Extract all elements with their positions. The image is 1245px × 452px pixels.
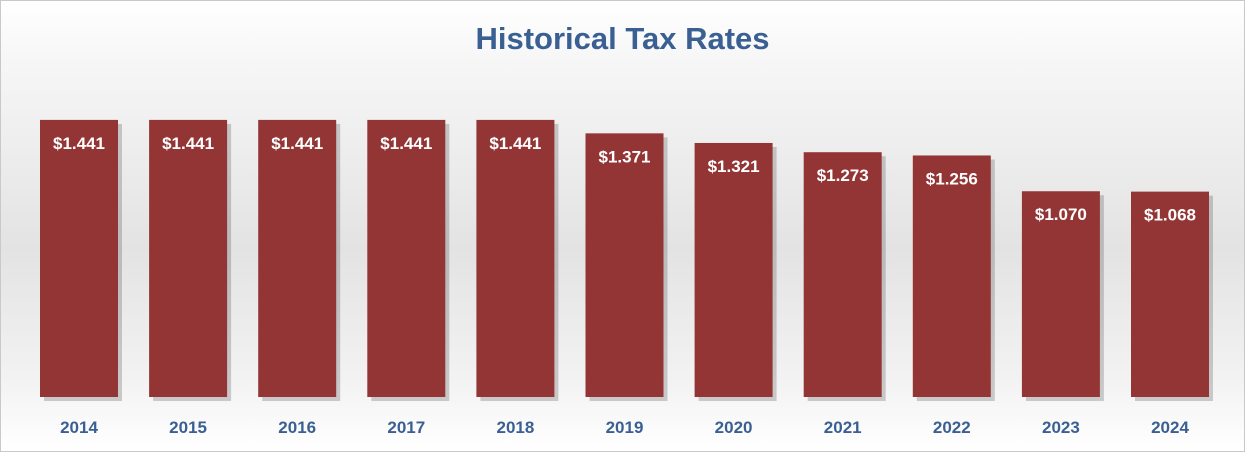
value-label-2023: $1.070 (1035, 205, 1087, 224)
x-tick-label-2021: 2021 (824, 418, 862, 437)
value-label-2014: $1.441 (53, 134, 105, 153)
x-tick-label-2020: 2020 (715, 418, 753, 437)
x-tick-label-2019: 2019 (606, 418, 644, 437)
value-label-2015: $1.441 (162, 134, 214, 153)
bar-2014 (40, 119, 118, 398)
value-label-2022: $1.256 (926, 169, 978, 188)
bar-2018 (476, 119, 555, 398)
value-label-2017: $1.441 (380, 134, 432, 153)
x-tick-label-2024: 2024 (1151, 418, 1189, 437)
x-tick-label-2016: 2016 (278, 418, 316, 437)
bars-layer (40, 119, 1213, 402)
bar-2017 (367, 119, 446, 398)
value-label-2018: $1.441 (489, 134, 541, 153)
value-label-2021: $1.273 (817, 166, 869, 185)
bar-2022 (912, 155, 991, 397)
value-label-2016: $1.441 (271, 134, 323, 153)
labels-layer: $1.441 2014 $1.441 2015 $1.441 2016 $1.441 2017… (53, 134, 1196, 437)
bar-2015 (149, 119, 228, 398)
bar-2016 (258, 119, 337, 398)
x-tick-label-2022: 2022 (933, 418, 971, 437)
x-tick-label-2015: 2015 (169, 418, 207, 437)
value-label-2019: $1.371 (599, 147, 651, 166)
value-label-2024: $1.068 (1144, 206, 1196, 225)
bar-2020 (694, 142, 773, 397)
bar-2021 (803, 152, 882, 397)
x-tick-label-2017: 2017 (387, 418, 425, 437)
x-tick-label-2023: 2023 (1042, 418, 1080, 437)
value-label-2020: $1.321 (708, 157, 760, 176)
bar-2023 (1021, 191, 1100, 397)
x-tick-label-2018: 2018 (496, 418, 534, 437)
chart-title: Historical Tax Rates (475, 21, 770, 56)
bar-2024 (1131, 191, 1209, 397)
bar-2019 (585, 133, 664, 398)
x-tick-label-2014: 2014 (60, 418, 98, 437)
